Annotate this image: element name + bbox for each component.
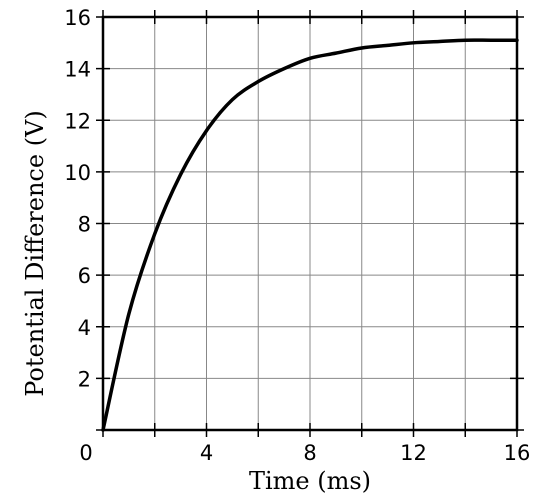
x-axis-title: Time (ms) (249, 467, 371, 495)
x-tick-label: 4 (200, 441, 213, 465)
x-tick-label: 12 (400, 441, 427, 465)
grid (103, 17, 517, 430)
y-tick-label: 10 (64, 161, 91, 185)
y-tick-label: 8 (78, 213, 91, 237)
y-tick-label: 2 (78, 367, 91, 391)
y-tick-label: 4 (78, 316, 91, 340)
y-tick-labels: 2 4 6 8 10 12 14 16 (64, 6, 91, 391)
x-tick-label: 0 (79, 441, 92, 465)
x-tick-labels: 0 4 8 12 16 (79, 441, 530, 465)
y-tick-label: 14 (64, 58, 91, 82)
y-tick-label: 12 (64, 109, 91, 133)
y-tick-label: 6 (78, 264, 91, 288)
plot-frame (101, 15, 519, 432)
x-tick-label: 16 (504, 441, 531, 465)
y-tick-label: 16 (64, 6, 91, 30)
y-axis-title: Potential Difference (V) (21, 110, 49, 397)
plot-lines (101, 38, 519, 432)
data-line (101, 38, 519, 432)
x-tick-label: 8 (303, 441, 316, 465)
